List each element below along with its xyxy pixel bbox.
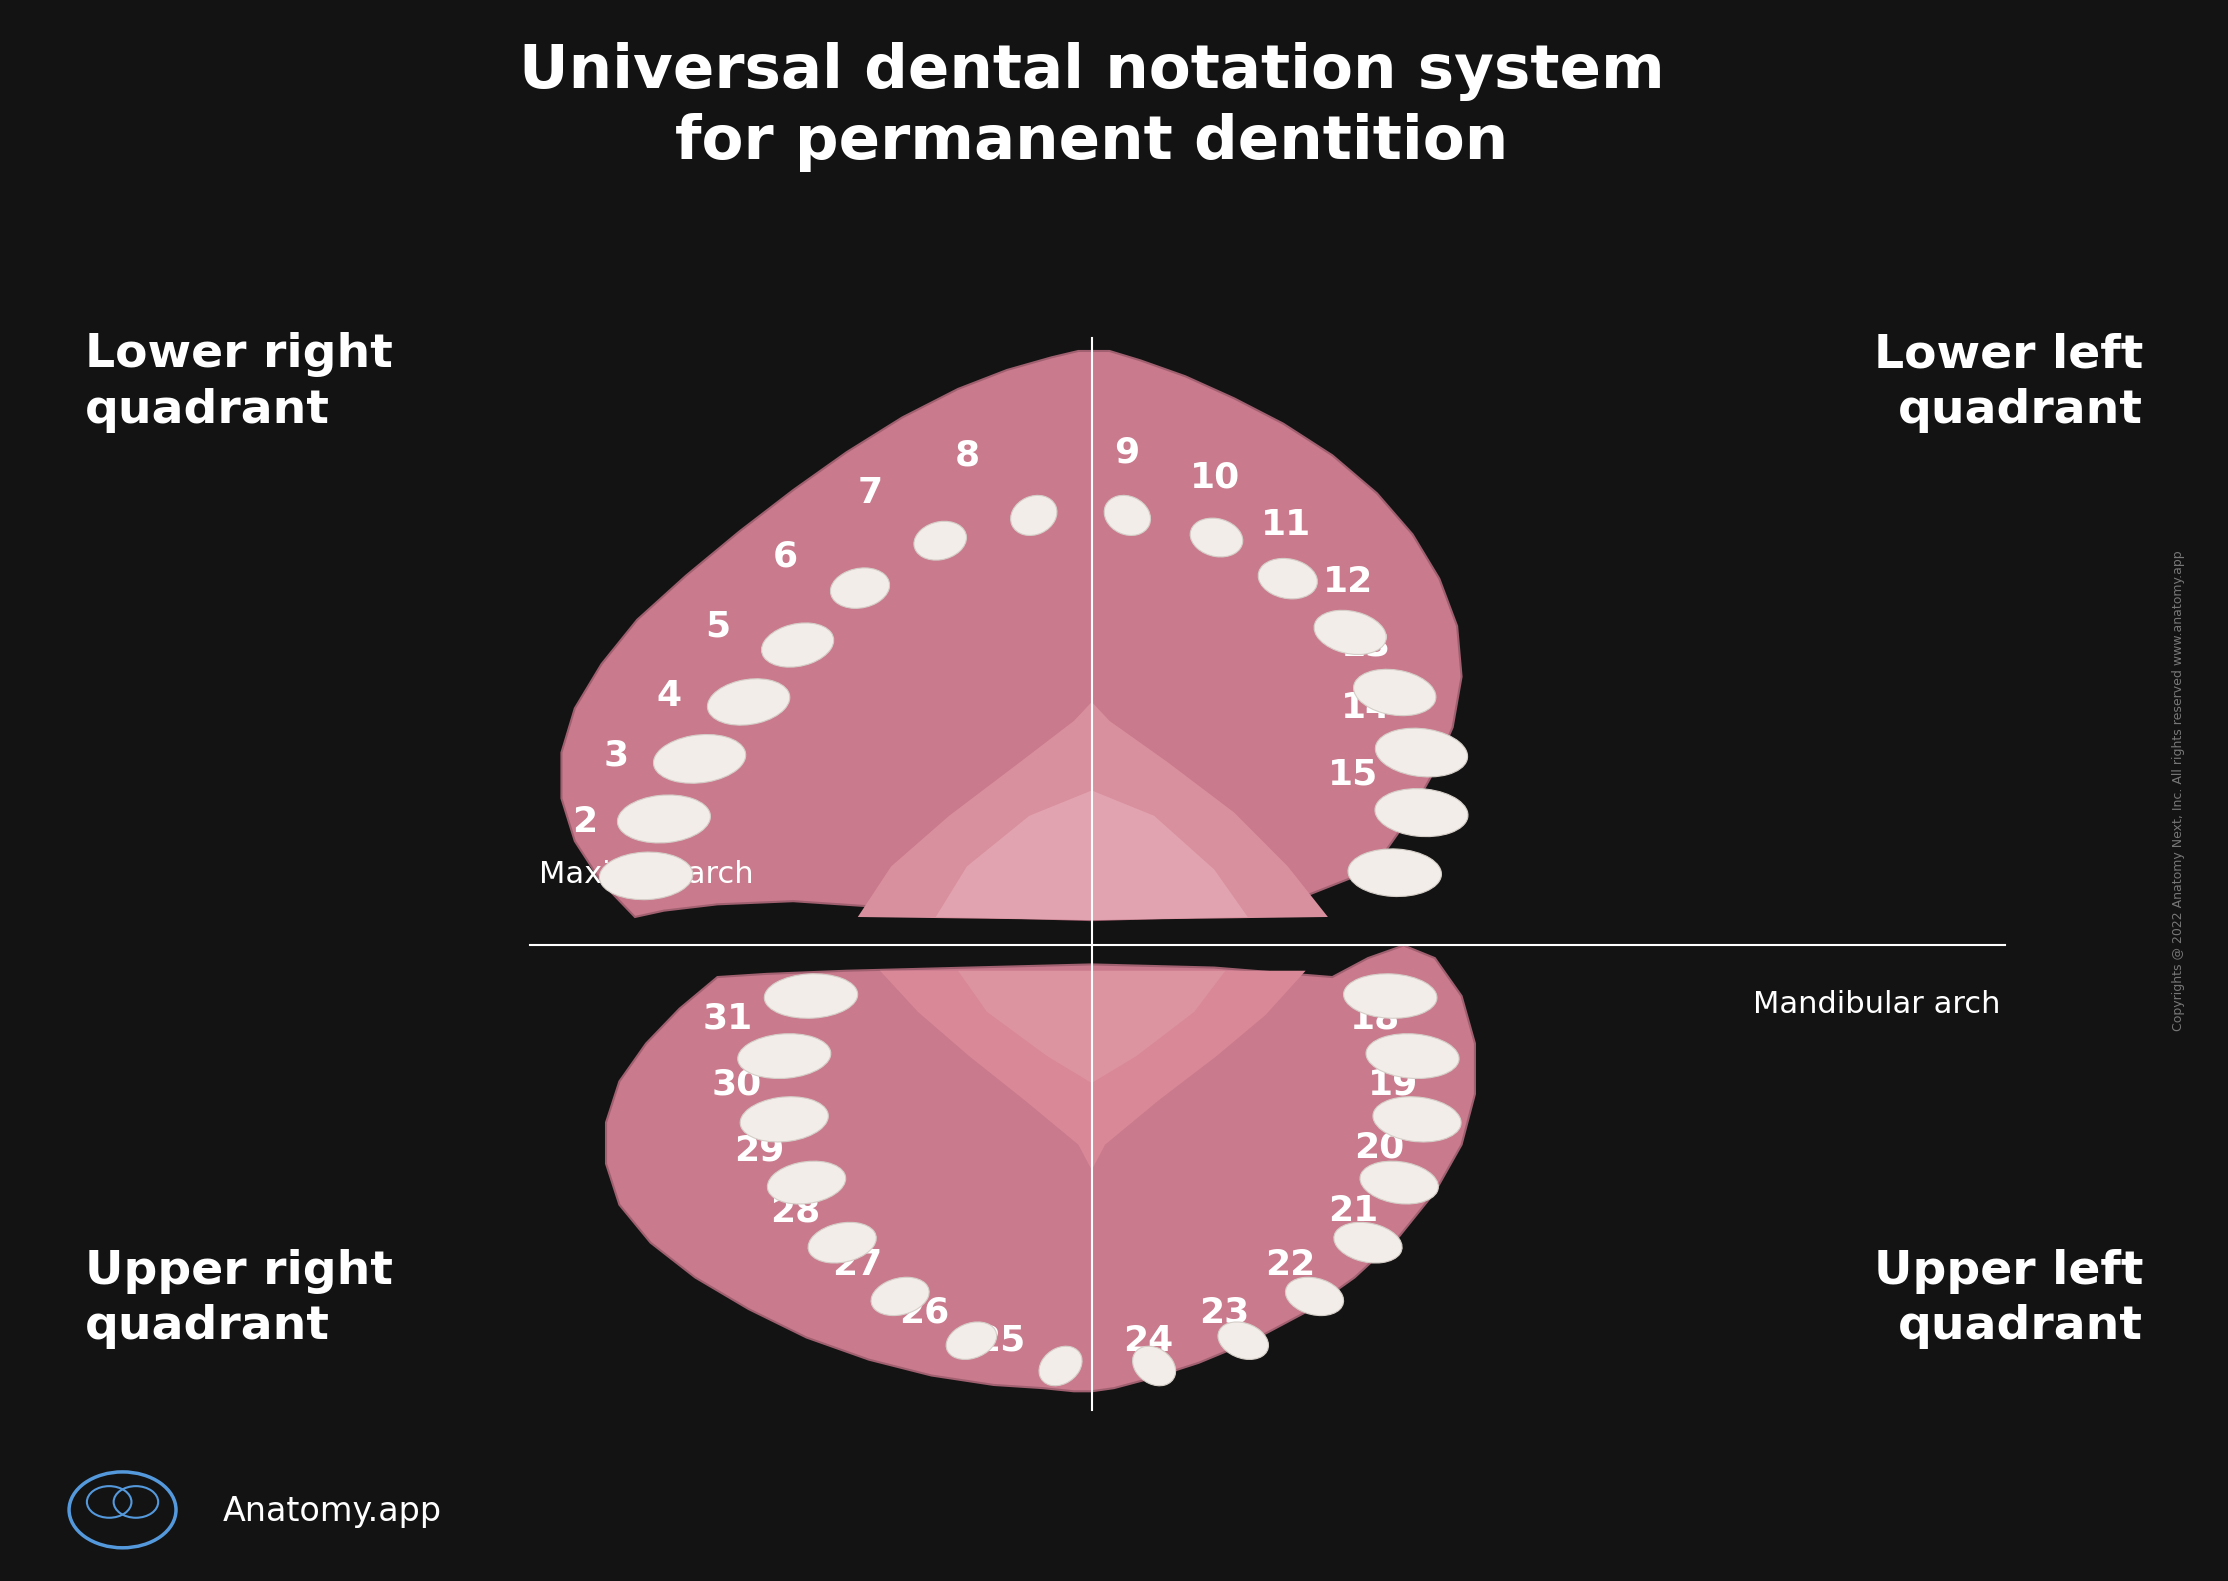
Text: 21: 21 xyxy=(1328,1194,1379,1228)
Ellipse shape xyxy=(1286,1277,1343,1315)
Text: 22: 22 xyxy=(1266,1247,1317,1282)
Text: Upper left
quadrant: Upper left quadrant xyxy=(1874,1249,2143,1350)
Text: 7: 7 xyxy=(858,476,882,511)
Ellipse shape xyxy=(764,974,858,1018)
Text: 20: 20 xyxy=(1355,1130,1406,1165)
Ellipse shape xyxy=(1366,1034,1459,1078)
Ellipse shape xyxy=(1343,974,1437,1018)
Ellipse shape xyxy=(809,1222,876,1263)
Text: 11: 11 xyxy=(1261,508,1312,542)
Text: 27: 27 xyxy=(831,1247,882,1282)
Text: Universal dental notation system: Universal dental notation system xyxy=(519,41,1664,101)
Text: 19: 19 xyxy=(1368,1067,1419,1102)
Ellipse shape xyxy=(1375,729,1468,776)
Text: 30: 30 xyxy=(711,1067,762,1102)
Ellipse shape xyxy=(913,522,967,560)
Ellipse shape xyxy=(709,678,789,726)
Ellipse shape xyxy=(947,1322,996,1360)
Polygon shape xyxy=(561,351,1462,920)
Text: 29: 29 xyxy=(733,1134,784,1168)
Ellipse shape xyxy=(1355,669,1435,716)
Ellipse shape xyxy=(1348,849,1442,896)
Text: 5: 5 xyxy=(706,609,731,643)
Ellipse shape xyxy=(831,568,889,609)
Text: Mandibular arch: Mandibular arch xyxy=(1753,990,2001,1018)
Text: 12: 12 xyxy=(1323,564,1375,599)
Text: 2: 2 xyxy=(573,805,597,840)
Text: 6: 6 xyxy=(773,539,798,574)
Text: Copyrights @ 2022 Anatomy Next, Inc. All rights reserved www.anatomy.app: Copyrights @ 2022 Anatomy Next, Inc. All… xyxy=(2172,550,2186,1031)
Text: 4: 4 xyxy=(657,678,682,713)
Ellipse shape xyxy=(1359,1160,1439,1205)
Ellipse shape xyxy=(1259,558,1317,599)
Ellipse shape xyxy=(1315,610,1386,655)
Polygon shape xyxy=(936,790,1248,920)
Text: 28: 28 xyxy=(769,1194,820,1228)
Polygon shape xyxy=(606,945,1475,1391)
Ellipse shape xyxy=(1335,1222,1401,1263)
Ellipse shape xyxy=(617,795,711,843)
Text: 3: 3 xyxy=(604,738,628,773)
Ellipse shape xyxy=(1105,495,1150,536)
Text: 10: 10 xyxy=(1190,460,1241,495)
Polygon shape xyxy=(880,971,1306,1170)
Text: 14: 14 xyxy=(1341,691,1392,726)
Text: 18: 18 xyxy=(1350,1001,1401,1036)
Ellipse shape xyxy=(599,852,693,900)
Ellipse shape xyxy=(1038,1345,1083,1387)
Text: Anatomy.app: Anatomy.app xyxy=(223,1496,441,1527)
Polygon shape xyxy=(858,702,1328,920)
Ellipse shape xyxy=(653,735,746,783)
Ellipse shape xyxy=(1190,519,1243,557)
Text: Maxillary arch: Maxillary arch xyxy=(539,860,753,889)
Text: 9: 9 xyxy=(1114,435,1139,470)
Text: 26: 26 xyxy=(898,1295,949,1330)
Text: 15: 15 xyxy=(1328,757,1379,792)
Ellipse shape xyxy=(1132,1345,1176,1387)
Ellipse shape xyxy=(1012,495,1056,536)
Ellipse shape xyxy=(1372,1097,1462,1141)
Text: Upper right
quadrant: Upper right quadrant xyxy=(85,1249,392,1350)
Text: 23: 23 xyxy=(1199,1295,1250,1330)
Text: Lower left
quadrant: Lower left quadrant xyxy=(1874,332,2143,433)
Text: Lower right
quadrant: Lower right quadrant xyxy=(85,332,392,433)
Ellipse shape xyxy=(1375,789,1468,836)
Ellipse shape xyxy=(766,1160,847,1205)
Text: 31: 31 xyxy=(702,1001,753,1036)
Text: for permanent dentition: for permanent dentition xyxy=(675,112,1508,172)
Ellipse shape xyxy=(762,623,833,667)
Ellipse shape xyxy=(737,1034,831,1078)
Text: 25: 25 xyxy=(974,1323,1025,1358)
Ellipse shape xyxy=(740,1097,829,1141)
Text: 8: 8 xyxy=(956,438,980,473)
Ellipse shape xyxy=(1219,1322,1268,1360)
Ellipse shape xyxy=(871,1277,929,1315)
Text: 13: 13 xyxy=(1341,628,1392,662)
Text: 24: 24 xyxy=(1123,1323,1174,1358)
Polygon shape xyxy=(958,971,1225,1083)
